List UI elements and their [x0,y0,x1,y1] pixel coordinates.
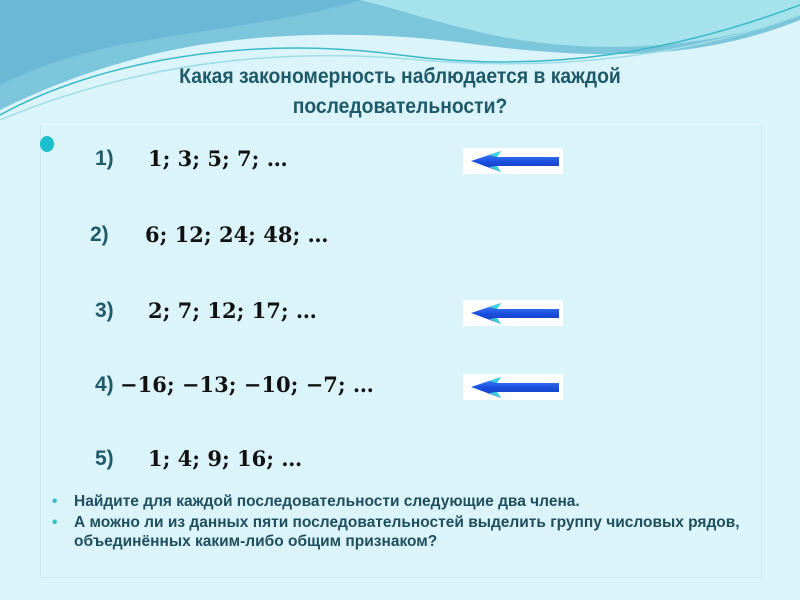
content-panel [40,124,762,578]
sequence-number: 5) [95,447,114,470]
sequence-number: 2) [90,223,109,246]
bullet-item: • Найдите для каждой последовательности с… [52,493,580,510]
sequence-terms: 2; 7; 12; 17; … [148,298,317,323]
sequence-terms: −16; −13; −10; −7; … [120,372,374,397]
bullet-list: • Найдите для каждой последовательности с… [52,492,752,553]
arrow-left-icon[interactable] [463,374,563,400]
sequence-number: 1) [95,147,114,170]
sequence-terms: 6; 12; 24; 48; … [145,222,329,247]
slide-title: Какая закономерность наблюдается в каждо… [179,65,621,118]
sequence-terms: 1; 4; 9; 16; … [148,446,303,471]
bullet-dot [40,136,54,152]
arrow-left-icon[interactable] [463,148,563,174]
arrow-left-icon[interactable] [463,300,563,326]
sequence-number: 3) [95,299,114,322]
bullet-item: • А можно ли из данных пяти последователь… [52,514,740,550]
sequence-terms: 1; 3; 5; 7; … [148,146,288,171]
decorative-wave-header [0,0,800,120]
sequence-number: 4) [95,373,114,396]
